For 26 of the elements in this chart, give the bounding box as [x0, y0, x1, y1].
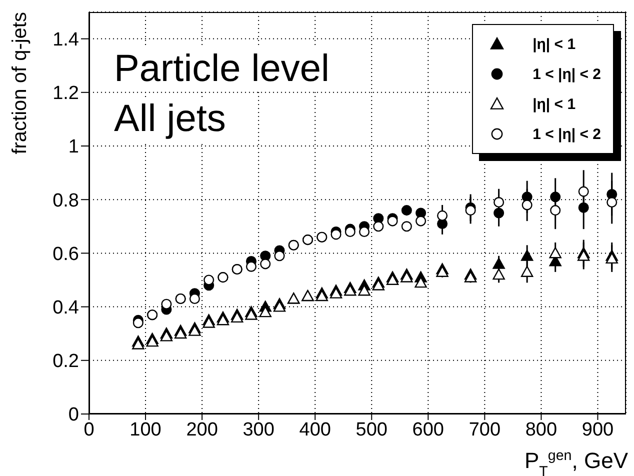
- x-tick-label: 600: [412, 419, 444, 440]
- y-tick-label: 0.8: [52, 190, 79, 212]
- x-tick-label: 500: [356, 419, 388, 440]
- y-tick-label: 0.4: [52, 298, 80, 319]
- annotation: Particle level: [114, 47, 330, 91]
- x-axis-title: P$_{T}$$^{gen}$, GeV: [524, 448, 628, 476]
- x-tick-label: 200: [186, 419, 218, 440]
- x-tick-label: 700: [468, 419, 501, 440]
- y-tick-label: 0: [68, 404, 79, 426]
- x-tick-label: 300: [242, 419, 274, 440]
- x-tick-label: 100: [130, 419, 162, 440]
- legend-label: |η| < 1: [532, 96, 576, 112]
- x-tick-label: 800: [525, 419, 558, 440]
- x-tick-label: 900: [582, 419, 614, 440]
- y-tick-label: 0.2: [52, 351, 79, 372]
- annotation: All jets: [114, 97, 226, 141]
- legend-label: 1 < |η| < 2: [532, 126, 601, 142]
- y-tick-label: 0.6: [52, 244, 79, 265]
- y-tick-label: 1: [68, 136, 79, 158]
- legend-label: |η| < 1: [532, 36, 576, 52]
- x-tick-label: 400: [299, 419, 331, 440]
- legend-label: 1 < |η| < 2: [532, 66, 601, 82]
- y-tick-label: 1.2: [52, 83, 79, 104]
- y-tick-label: 1.4: [52, 30, 80, 51]
- y-axis-title: fraction of q-jets: [9, 12, 31, 154]
- x-tick-label: 0: [84, 419, 94, 440]
